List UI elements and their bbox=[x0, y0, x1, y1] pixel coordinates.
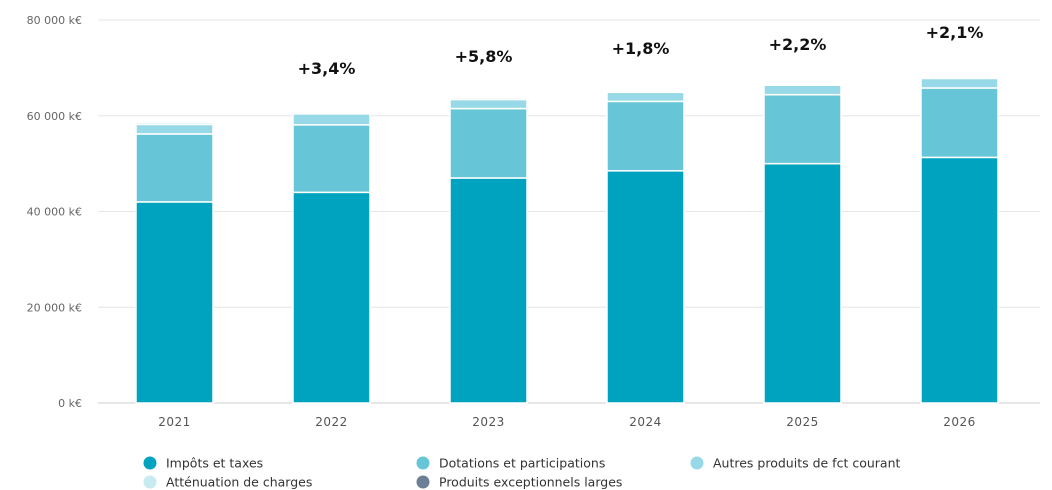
y-axis-ticks: 0 k€ 20 000 k€ 40 000 k€ 60 000 k€ 80 000 k€ bbox=[27, 14, 82, 410]
legend-label: Dotations et participations bbox=[439, 456, 605, 471]
bar-segment bbox=[292, 111, 371, 115]
legend-swatch bbox=[143, 456, 157, 470]
bars bbox=[135, 76, 999, 404]
growth-annotation: +2,2% bbox=[769, 35, 827, 54]
bar-segment bbox=[763, 82, 842, 86]
bar-segment bbox=[920, 77, 999, 89]
bar-segment bbox=[292, 124, 371, 194]
bar-segment bbox=[763, 93, 842, 165]
y-tick-label: 0 k€ bbox=[58, 397, 82, 410]
bar-segment bbox=[449, 107, 528, 179]
bar-segment bbox=[763, 84, 842, 96]
bar-segment bbox=[606, 100, 685, 172]
bar-segment bbox=[606, 91, 685, 103]
bar-segment bbox=[135, 201, 214, 404]
x-tick-label: 2024 bbox=[629, 415, 662, 429]
legend: Impôts et taxes Dotations et participatio… bbox=[143, 456, 900, 490]
bar-segment bbox=[449, 97, 528, 101]
bar-segment bbox=[135, 123, 214, 135]
bar-segment bbox=[449, 177, 528, 404]
legend-swatch bbox=[416, 456, 430, 470]
bar-segment bbox=[920, 87, 999, 159]
bar-segment bbox=[920, 76, 999, 80]
y-tick-label: 60 000 k€ bbox=[27, 110, 82, 123]
legend-label: Atténuation de charges bbox=[166, 475, 312, 490]
growth-annotation: +1,8% bbox=[612, 39, 670, 58]
x-tick-label: 2021 bbox=[158, 415, 191, 429]
growth-annotation: +5,8% bbox=[455, 47, 513, 66]
growth-annotation: +3,4% bbox=[298, 59, 356, 78]
y-tick-label: 80 000 k€ bbox=[27, 14, 82, 27]
legend-label: Impôts et taxes bbox=[166, 456, 263, 471]
x-tick-label: 2025 bbox=[786, 415, 819, 429]
bar-segment bbox=[606, 90, 685, 94]
legend-swatch bbox=[690, 456, 704, 470]
growth-annotation: +2,1% bbox=[926, 23, 984, 42]
bar-segment bbox=[135, 121, 214, 126]
bar-segment bbox=[292, 191, 371, 404]
bar-segment bbox=[606, 170, 685, 404]
y-tick-label: 40 000 k€ bbox=[27, 206, 82, 219]
legend-label: Produits exceptionnels larges bbox=[439, 475, 622, 490]
gridlines bbox=[98, 19, 1040, 404]
bar-segment bbox=[763, 162, 842, 404]
legend-swatch bbox=[416, 475, 430, 489]
legend-label: Autres produits de fct courant bbox=[713, 456, 900, 471]
x-tick-label: 2023 bbox=[472, 415, 505, 429]
legend-swatch bbox=[143, 475, 157, 489]
bar-segment bbox=[292, 113, 371, 126]
x-tick-label: 2022 bbox=[315, 415, 348, 429]
x-axis-ticks: 2021 2022 2023 2024 2025 2026 bbox=[158, 415, 976, 429]
x-tick-label: 2026 bbox=[943, 415, 976, 429]
bar-segment bbox=[920, 156, 999, 404]
bar-segment bbox=[449, 98, 528, 110]
bar-segment bbox=[135, 133, 214, 203]
growth-annotations: +3,4% +5,8% +1,8% +2,2% +2,1% bbox=[298, 23, 984, 78]
y-tick-label: 20 000 k€ bbox=[27, 301, 82, 314]
